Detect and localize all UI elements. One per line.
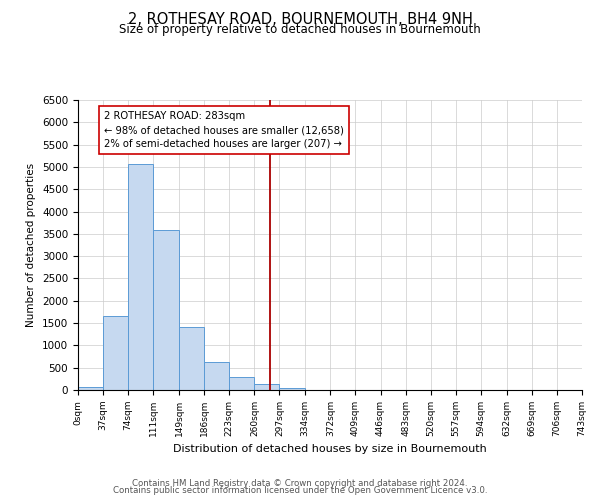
Bar: [254, 384, 280, 390]
Text: 2, ROTHESAY ROAD, BOURNEMOUTH, BH4 9NH: 2, ROTHESAY ROAD, BOURNEMOUTH, BH4 9NH: [128, 12, 472, 28]
Bar: [204, 362, 229, 390]
Bar: [153, 230, 179, 390]
Text: Size of property relative to detached houses in Bournemouth: Size of property relative to detached ho…: [119, 24, 481, 36]
Bar: [128, 164, 153, 390]
Bar: [229, 376, 254, 390]
Text: Contains HM Land Registry data © Crown copyright and database right 2024.: Contains HM Land Registry data © Crown c…: [132, 478, 468, 488]
Bar: [280, 388, 305, 390]
Bar: [179, 326, 204, 390]
X-axis label: Distribution of detached houses by size in Bournemouth: Distribution of detached houses by size …: [173, 444, 487, 454]
Bar: [103, 316, 128, 390]
Text: Contains public sector information licensed under the Open Government Licence v3: Contains public sector information licen…: [113, 486, 487, 495]
Text: 2 ROTHESAY ROAD: 283sqm
← 98% of detached houses are smaller (12,658)
2% of semi: 2 ROTHESAY ROAD: 283sqm ← 98% of detache…: [104, 111, 344, 149]
Y-axis label: Number of detached properties: Number of detached properties: [26, 163, 37, 327]
Bar: [78, 388, 103, 390]
